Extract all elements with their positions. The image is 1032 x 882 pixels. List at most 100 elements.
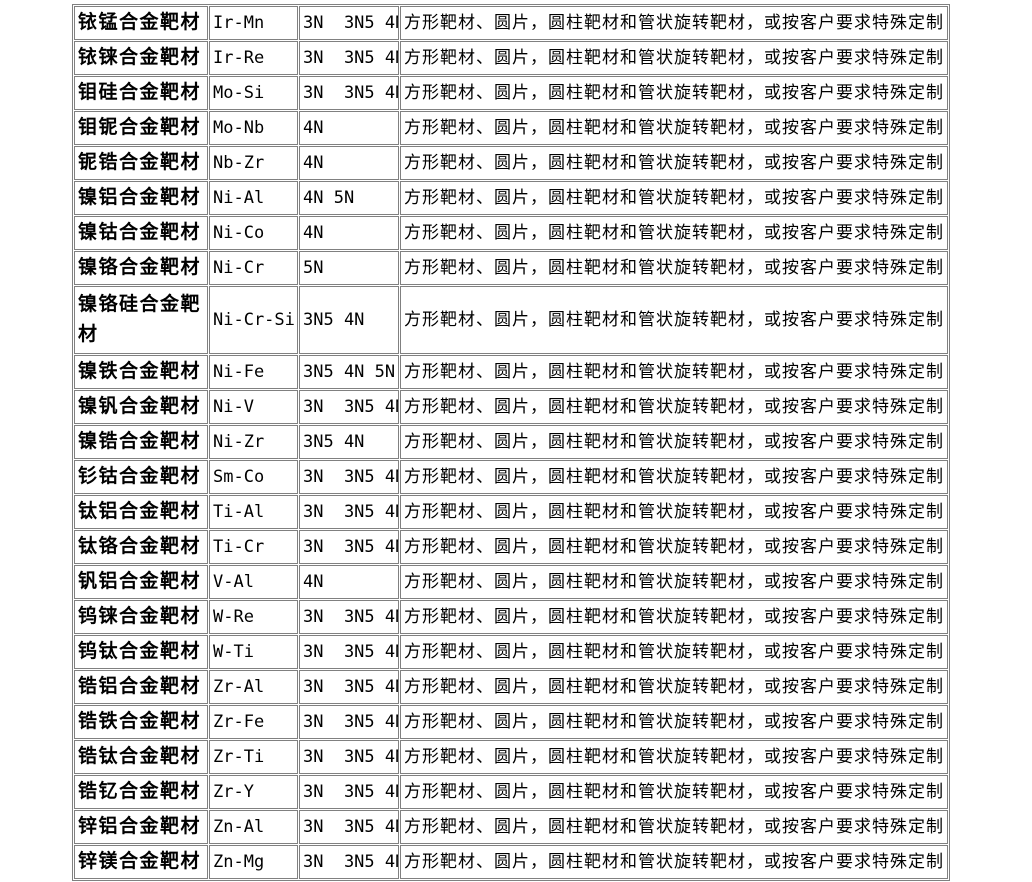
cell-formula: Ti-Al bbox=[209, 495, 298, 529]
cell-formula: Ni-Fe bbox=[209, 355, 298, 389]
cell-forms: 方形靶材、圆片，圆柱靶材和管状旋转靶材，或按客户要求特殊定制 bbox=[400, 76, 948, 110]
cell-purity: 5N bbox=[299, 251, 399, 285]
cell-purity: 3N5 4N bbox=[299, 286, 399, 354]
cell-product-name: 锌镁合金靶材 bbox=[74, 845, 208, 879]
cell-product-name: 镍铬合金靶材 bbox=[74, 251, 208, 285]
cell-forms: 方形靶材、圆片，圆柱靶材和管状旋转靶材，或按客户要求特殊定制 bbox=[400, 495, 948, 529]
cell-product-name: 钛铝合金靶材 bbox=[74, 495, 208, 529]
table-row: 锌镁合金靶材 Zn-Mg 3N 3N5 4N 方形靶材、圆片，圆柱靶材和管状旋转… bbox=[74, 845, 948, 879]
table-body: 铱锰合金靶材 Ir-Mn 3N 3N5 4N 方形靶材、圆片，圆柱靶材和管状旋转… bbox=[74, 6, 948, 879]
table-row: 钛铬合金靶材 Ti-Cr 3N 3N5 4N 方形靶材、圆片，圆柱靶材和管状旋转… bbox=[74, 530, 948, 564]
cell-purity: 3N 3N5 4N bbox=[299, 495, 399, 529]
table-row: 锆钛合金靶材 Zr-Ti 3N 3N5 4N 方形靶材、圆片，圆柱靶材和管状旋转… bbox=[74, 740, 948, 774]
cell-product-name: 镍钴合金靶材 bbox=[74, 216, 208, 250]
cell-forms: 方形靶材、圆片，圆柱靶材和管状旋转靶材，或按客户要求特殊定制 bbox=[400, 355, 948, 389]
cell-formula: Zn-Al bbox=[209, 810, 298, 844]
cell-purity: 3N5 4N bbox=[299, 425, 399, 459]
cell-forms: 方形靶材、圆片，圆柱靶材和管状旋转靶材，或按客户要求特殊定制 bbox=[400, 775, 948, 809]
cell-purity: 3N 3N5 4N bbox=[299, 705, 399, 739]
table-row: 钼铌合金靶材 Mo-Nb 4N 方形靶材、圆片，圆柱靶材和管状旋转靶材，或按客户… bbox=[74, 111, 948, 145]
cell-purity: 3N 3N5 4N bbox=[299, 41, 399, 75]
table-row: 铱锰合金靶材 Ir-Mn 3N 3N5 4N 方形靶材、圆片，圆柱靶材和管状旋转… bbox=[74, 6, 948, 40]
cell-product-name: 钼铌合金靶材 bbox=[74, 111, 208, 145]
cell-forms: 方形靶材、圆片，圆柱靶材和管状旋转靶材，或按客户要求特殊定制 bbox=[400, 740, 948, 774]
cell-product-name: 镍铁合金靶材 bbox=[74, 355, 208, 389]
cell-forms: 方形靶材、圆片，圆柱靶材和管状旋转靶材，或按客户要求特殊定制 bbox=[400, 460, 948, 494]
table-row: 钐钴合金靶材 Sm-Co 3N 3N5 4N 方形靶材、圆片，圆柱靶材和管状旋转… bbox=[74, 460, 948, 494]
cell-product-name: 镍锆合金靶材 bbox=[74, 425, 208, 459]
table-row: 钼硅合金靶材 Mo-Si 3N 3N5 4N 方形靶材、圆片，圆柱靶材和管状旋转… bbox=[74, 76, 948, 110]
cell-formula: Ti-Cr bbox=[209, 530, 298, 564]
cell-forms: 方形靶材、圆片，圆柱靶材和管状旋转靶材，或按客户要求特殊定制 bbox=[400, 251, 948, 285]
cell-product-name: 锆铝合金靶材 bbox=[74, 670, 208, 704]
cell-purity: 4N bbox=[299, 146, 399, 180]
cell-product-name: 钨钛合金靶材 bbox=[74, 635, 208, 669]
cell-forms: 方形靶材、圆片，圆柱靶材和管状旋转靶材，或按客户要求特殊定制 bbox=[400, 181, 948, 215]
cell-forms: 方形靶材、圆片，圆柱靶材和管状旋转靶材，或按客户要求特殊定制 bbox=[400, 6, 948, 40]
cell-purity: 3N 3N5 4N bbox=[299, 600, 399, 634]
cell-purity: 4N bbox=[299, 111, 399, 145]
cell-formula: Zn-Mg bbox=[209, 845, 298, 879]
table-row: 锆铁合金靶材 Zr-Fe 3N 3N5 4N 方形靶材、圆片，圆柱靶材和管状旋转… bbox=[74, 705, 948, 739]
cell-product-name: 锆钇合金靶材 bbox=[74, 775, 208, 809]
table-row: 镍铁合金靶材 Ni-Fe 3N5 4N 5N 方形靶材、圆片，圆柱靶材和管状旋转… bbox=[74, 355, 948, 389]
cell-purity: 3N 3N5 4N bbox=[299, 530, 399, 564]
table-row: 锌铝合金靶材 Zn-Al 3N 3N5 4N 方形靶材、圆片，圆柱靶材和管状旋转… bbox=[74, 810, 948, 844]
cell-purity: 3N 3N5 4N bbox=[299, 635, 399, 669]
cell-purity: 3N 3N5 4N bbox=[299, 775, 399, 809]
cell-forms: 方形靶材、圆片，圆柱靶材和管状旋转靶材，或按客户要求特殊定制 bbox=[400, 216, 948, 250]
cell-forms: 方形靶材、圆片，圆柱靶材和管状旋转靶材，或按客户要求特殊定制 bbox=[400, 635, 948, 669]
cell-formula: Ni-Cr-Si bbox=[209, 286, 298, 354]
cell-forms: 方形靶材、圆片，圆柱靶材和管状旋转靶材，或按客户要求特殊定制 bbox=[400, 425, 948, 459]
cell-forms: 方形靶材、圆片，圆柱靶材和管状旋转靶材，或按客户要求特殊定制 bbox=[400, 565, 948, 599]
cell-formula: V-Al bbox=[209, 565, 298, 599]
cell-formula: Ir-Re bbox=[209, 41, 298, 75]
cell-forms: 方形靶材、圆片，圆柱靶材和管状旋转靶材，或按客户要求特殊定制 bbox=[400, 845, 948, 879]
cell-product-name: 钒铝合金靶材 bbox=[74, 565, 208, 599]
cell-formula: Ni-Zr bbox=[209, 425, 298, 459]
table-row: 锆铝合金靶材 Zr-Al 3N 3N5 4N 方形靶材、圆片，圆柱靶材和管状旋转… bbox=[74, 670, 948, 704]
cell-formula: Ir-Mn bbox=[209, 6, 298, 40]
cell-purity: 3N 3N5 4N bbox=[299, 460, 399, 494]
cell-product-name: 锆钛合金靶材 bbox=[74, 740, 208, 774]
cell-formula: W-Ti bbox=[209, 635, 298, 669]
cell-forms: 方形靶材、圆片，圆柱靶材和管状旋转靶材，或按客户要求特殊定制 bbox=[400, 390, 948, 424]
cell-product-name: 锆铁合金靶材 bbox=[74, 705, 208, 739]
cell-product-name: 镍铝合金靶材 bbox=[74, 181, 208, 215]
cell-product-name: 锌铝合金靶材 bbox=[74, 810, 208, 844]
cell-purity: 4N 5N bbox=[299, 181, 399, 215]
cell-product-name: 铱铼合金靶材 bbox=[74, 41, 208, 75]
cell-forms: 方形靶材、圆片，圆柱靶材和管状旋转靶材，或按客户要求特殊定制 bbox=[400, 530, 948, 564]
cell-formula: Zr-Fe bbox=[209, 705, 298, 739]
table-row: 钒铝合金靶材 V-Al 4N 方形靶材、圆片，圆柱靶材和管状旋转靶材，或按客户要… bbox=[74, 565, 948, 599]
cell-purity: 3N 3N5 4N bbox=[299, 390, 399, 424]
cell-product-name: 铌锆合金靶材 bbox=[74, 146, 208, 180]
table-row: 镍钒合金靶材 Ni-V 3N 3N5 4N 方形靶材、圆片，圆柱靶材和管状旋转靶… bbox=[74, 390, 948, 424]
cell-forms: 方形靶材、圆片，圆柱靶材和管状旋转靶材，或按客户要求特殊定制 bbox=[400, 670, 948, 704]
cell-formula: Sm-Co bbox=[209, 460, 298, 494]
table-row: 钛铝合金靶材 Ti-Al 3N 3N5 4N 方形靶材、圆片，圆柱靶材和管状旋转… bbox=[74, 495, 948, 529]
table-row: 钨铼合金靶材 W-Re 3N 3N5 4N 方形靶材、圆片，圆柱靶材和管状旋转靶… bbox=[74, 600, 948, 634]
cell-formula: Mo-Si bbox=[209, 76, 298, 110]
cell-product-name: 钐钴合金靶材 bbox=[74, 460, 208, 494]
cell-purity: 3N 3N5 4N bbox=[299, 6, 399, 40]
table-row: 铌锆合金靶材 Nb-Zr 4N 方形靶材、圆片，圆柱靶材和管状旋转靶材，或按客户… bbox=[74, 146, 948, 180]
cell-purity: 3N 3N5 4N bbox=[299, 740, 399, 774]
cell-product-name: 钨铼合金靶材 bbox=[74, 600, 208, 634]
table-row: 镍钴合金靶材 Ni-Co 4N 方形靶材、圆片，圆柱靶材和管状旋转靶材，或按客户… bbox=[74, 216, 948, 250]
cell-purity: 3N 3N5 4N bbox=[299, 76, 399, 110]
cell-forms: 方形靶材、圆片，圆柱靶材和管状旋转靶材，或按客户要求特殊定制 bbox=[400, 810, 948, 844]
cell-formula: Nb-Zr bbox=[209, 146, 298, 180]
table-row: 镍锆合金靶材 Ni-Zr 3N5 4N 方形靶材、圆片，圆柱靶材和管状旋转靶材，… bbox=[74, 425, 948, 459]
cell-formula: Ni-Cr bbox=[209, 251, 298, 285]
table-row: 铱铼合金靶材 Ir-Re 3N 3N5 4N 方形靶材、圆片，圆柱靶材和管状旋转… bbox=[74, 41, 948, 75]
cell-forms: 方形靶材、圆片，圆柱靶材和管状旋转靶材，或按客户要求特殊定制 bbox=[400, 286, 948, 354]
cell-formula: Mo-Nb bbox=[209, 111, 298, 145]
table-row: 镍铬合金靶材 Ni-Cr 5N 方形靶材、圆片，圆柱靶材和管状旋转靶材，或按客户… bbox=[74, 251, 948, 285]
cell-purity: 3N5 4N 5N bbox=[299, 355, 399, 389]
cell-purity: 3N 3N5 4N bbox=[299, 810, 399, 844]
cell-product-name: 铱锰合金靶材 bbox=[74, 6, 208, 40]
cell-product-name: 钛铬合金靶材 bbox=[74, 530, 208, 564]
cell-forms: 方形靶材、圆片，圆柱靶材和管状旋转靶材，或按客户要求特殊定制 bbox=[400, 600, 948, 634]
cell-forms: 方形靶材、圆片，圆柱靶材和管状旋转靶材，或按客户要求特殊定制 bbox=[400, 111, 948, 145]
